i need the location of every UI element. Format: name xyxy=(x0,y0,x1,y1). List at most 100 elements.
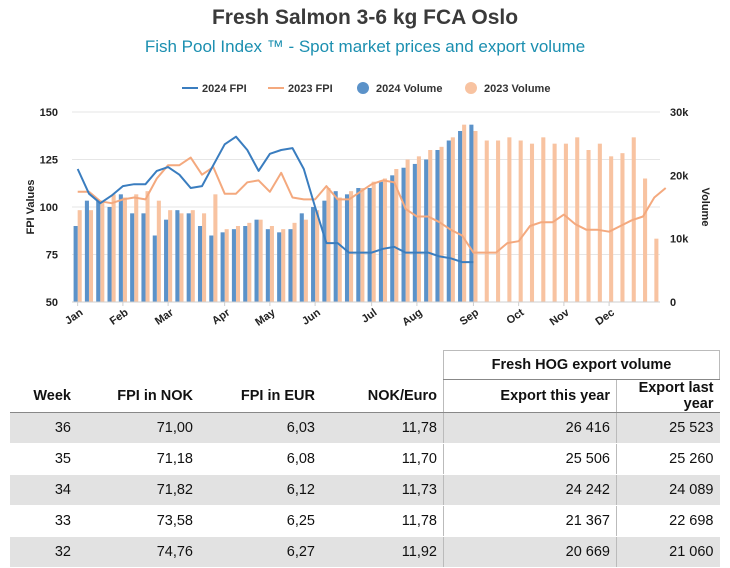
bar-2023-volume xyxy=(168,210,173,302)
table-cell: 33 xyxy=(10,505,77,537)
table-cell: 6,08 xyxy=(199,443,321,475)
bar-2023-volume xyxy=(134,194,139,302)
table-row: 34 71,82 6,12 11,73 24 242 24 089 xyxy=(10,474,720,506)
legend-label: 2024 Volume xyxy=(376,83,442,95)
bar-2023-volume xyxy=(337,197,342,302)
bar-2023-volume xyxy=(145,191,150,302)
col-fpi-nok: FPI in NOK xyxy=(77,379,199,413)
x-tick-label: Sep xyxy=(458,306,482,328)
table-cell: 25 260 xyxy=(616,443,720,475)
chart-subtitle: Fish Pool Index ™ - Spot market prices a… xyxy=(144,37,586,56)
fpi-lines xyxy=(76,135,667,264)
table-cell: 35 xyxy=(10,443,77,475)
table-cell: 6,27 xyxy=(199,536,321,568)
bar-2024-volume xyxy=(164,219,169,302)
table-cell: 21 060 xyxy=(616,536,720,568)
bar-2023-volume xyxy=(496,140,501,302)
bar-2023-volume xyxy=(405,159,410,302)
table-row: 35 71,18 6,08 11,70 25 506 25 260 xyxy=(10,443,720,475)
bar-2023-volume xyxy=(303,219,308,302)
line-2024-fpi xyxy=(76,135,474,264)
bar-2023-volume xyxy=(224,229,229,302)
table-cell: 34 xyxy=(10,474,77,506)
y-right-tick-label: 0 xyxy=(670,297,676,309)
bar-2023-volume xyxy=(281,229,286,302)
bar-2024-volume xyxy=(197,226,203,302)
bar-2024-volume xyxy=(96,200,101,302)
bar-2023-volume xyxy=(529,143,535,302)
y-left-axis-title: FPI Values xyxy=(25,179,37,234)
bar-2023-volume xyxy=(292,222,297,302)
bar-2024-volume xyxy=(277,232,282,302)
bar-2024-volume xyxy=(107,207,112,302)
bar-2024-volume xyxy=(265,229,270,302)
bar-2023-volume xyxy=(213,194,218,302)
legend-swatch xyxy=(357,82,369,94)
table-cell: 71,82 xyxy=(77,474,199,506)
x-tick-label: Oct xyxy=(504,306,526,327)
bar-2023-volume xyxy=(428,150,433,302)
x-tick-label: Jan xyxy=(63,306,86,327)
bar-2023-volume xyxy=(88,210,94,302)
table-cell: 11,73 xyxy=(321,474,444,506)
bar-2023-volume xyxy=(190,210,195,302)
legend-label: 2024 FPI xyxy=(202,83,247,95)
y-right-axis-title: Volume xyxy=(699,188,711,227)
bar-2023-volume xyxy=(371,181,376,302)
bar-2024-volume xyxy=(288,229,293,302)
bar-2023-volume xyxy=(179,213,184,302)
bar-2024-volume xyxy=(322,200,327,302)
x-tick-label: Mar xyxy=(153,306,176,327)
table-row: 32 74,76 6,27 11,92 20 669 21 060 xyxy=(10,536,720,568)
bars-2024-volume xyxy=(73,124,474,302)
bar-2023-volume xyxy=(100,200,105,302)
bar-2023-volume xyxy=(382,178,388,302)
table-cell: 11,78 xyxy=(321,412,444,444)
bar-2023-volume xyxy=(349,191,354,302)
table-cell: 6,25 xyxy=(199,505,321,537)
bar-2024-volume xyxy=(141,213,146,302)
y-left-tick-label: 150 xyxy=(40,107,58,119)
bar-2023-volume xyxy=(654,238,659,302)
bar-2023-volume xyxy=(360,188,365,302)
bar-2024-volume xyxy=(130,213,135,302)
table-cell: 11,78 xyxy=(321,505,444,537)
export-table: Fresh HOG export volume Week FPI in NOK … xyxy=(10,350,720,568)
bar-2023-volume xyxy=(450,137,455,302)
table-cell: 25 523 xyxy=(616,412,720,444)
x-tick-label: Nov xyxy=(548,306,573,328)
bar-2023-volume xyxy=(315,210,320,302)
bar-2024-volume xyxy=(446,140,451,302)
bar-2023-volume xyxy=(462,124,467,302)
table-cell: 74,76 xyxy=(77,536,199,568)
x-tick-label: Apr xyxy=(210,306,233,327)
bar-2023-volume xyxy=(575,137,580,302)
y-left-tick-label: 75 xyxy=(46,250,58,262)
bar-2023-volume xyxy=(473,131,478,302)
bar-2024-volume xyxy=(469,124,474,302)
bar-2024-volume xyxy=(231,229,236,302)
bar-2023-volume xyxy=(156,200,161,302)
bar-2023-volume xyxy=(507,137,512,302)
bar-2023-volume xyxy=(552,143,557,302)
bar-2023-volume xyxy=(563,143,568,302)
x-tick-label: May xyxy=(253,306,278,329)
bar-2023-volume xyxy=(235,226,241,302)
bar-2023-volume xyxy=(202,213,207,302)
bar-2023-volume xyxy=(111,194,116,302)
bar-2024-volume xyxy=(378,181,383,302)
y-right-tick-label: 20k xyxy=(670,170,689,182)
bar-2024-volume xyxy=(209,235,214,302)
bar-2023-volume xyxy=(541,137,546,302)
bar-2024-volume xyxy=(344,194,350,302)
table-cell: 6,03 xyxy=(199,412,321,444)
bar-2023-volume xyxy=(416,156,421,302)
bar-2024-volume xyxy=(118,194,123,302)
table-cell: 11,92 xyxy=(321,536,444,568)
bar-2024-volume xyxy=(435,150,440,302)
table-cell: 24 242 xyxy=(443,474,617,506)
legend-label: 2023 Volume xyxy=(484,83,550,95)
chart-title: Fresh Salmon 3-6 kg FCA Oslo xyxy=(211,6,519,29)
table-cell: 11,70 xyxy=(321,443,444,475)
bar-2023-volume xyxy=(643,178,648,302)
